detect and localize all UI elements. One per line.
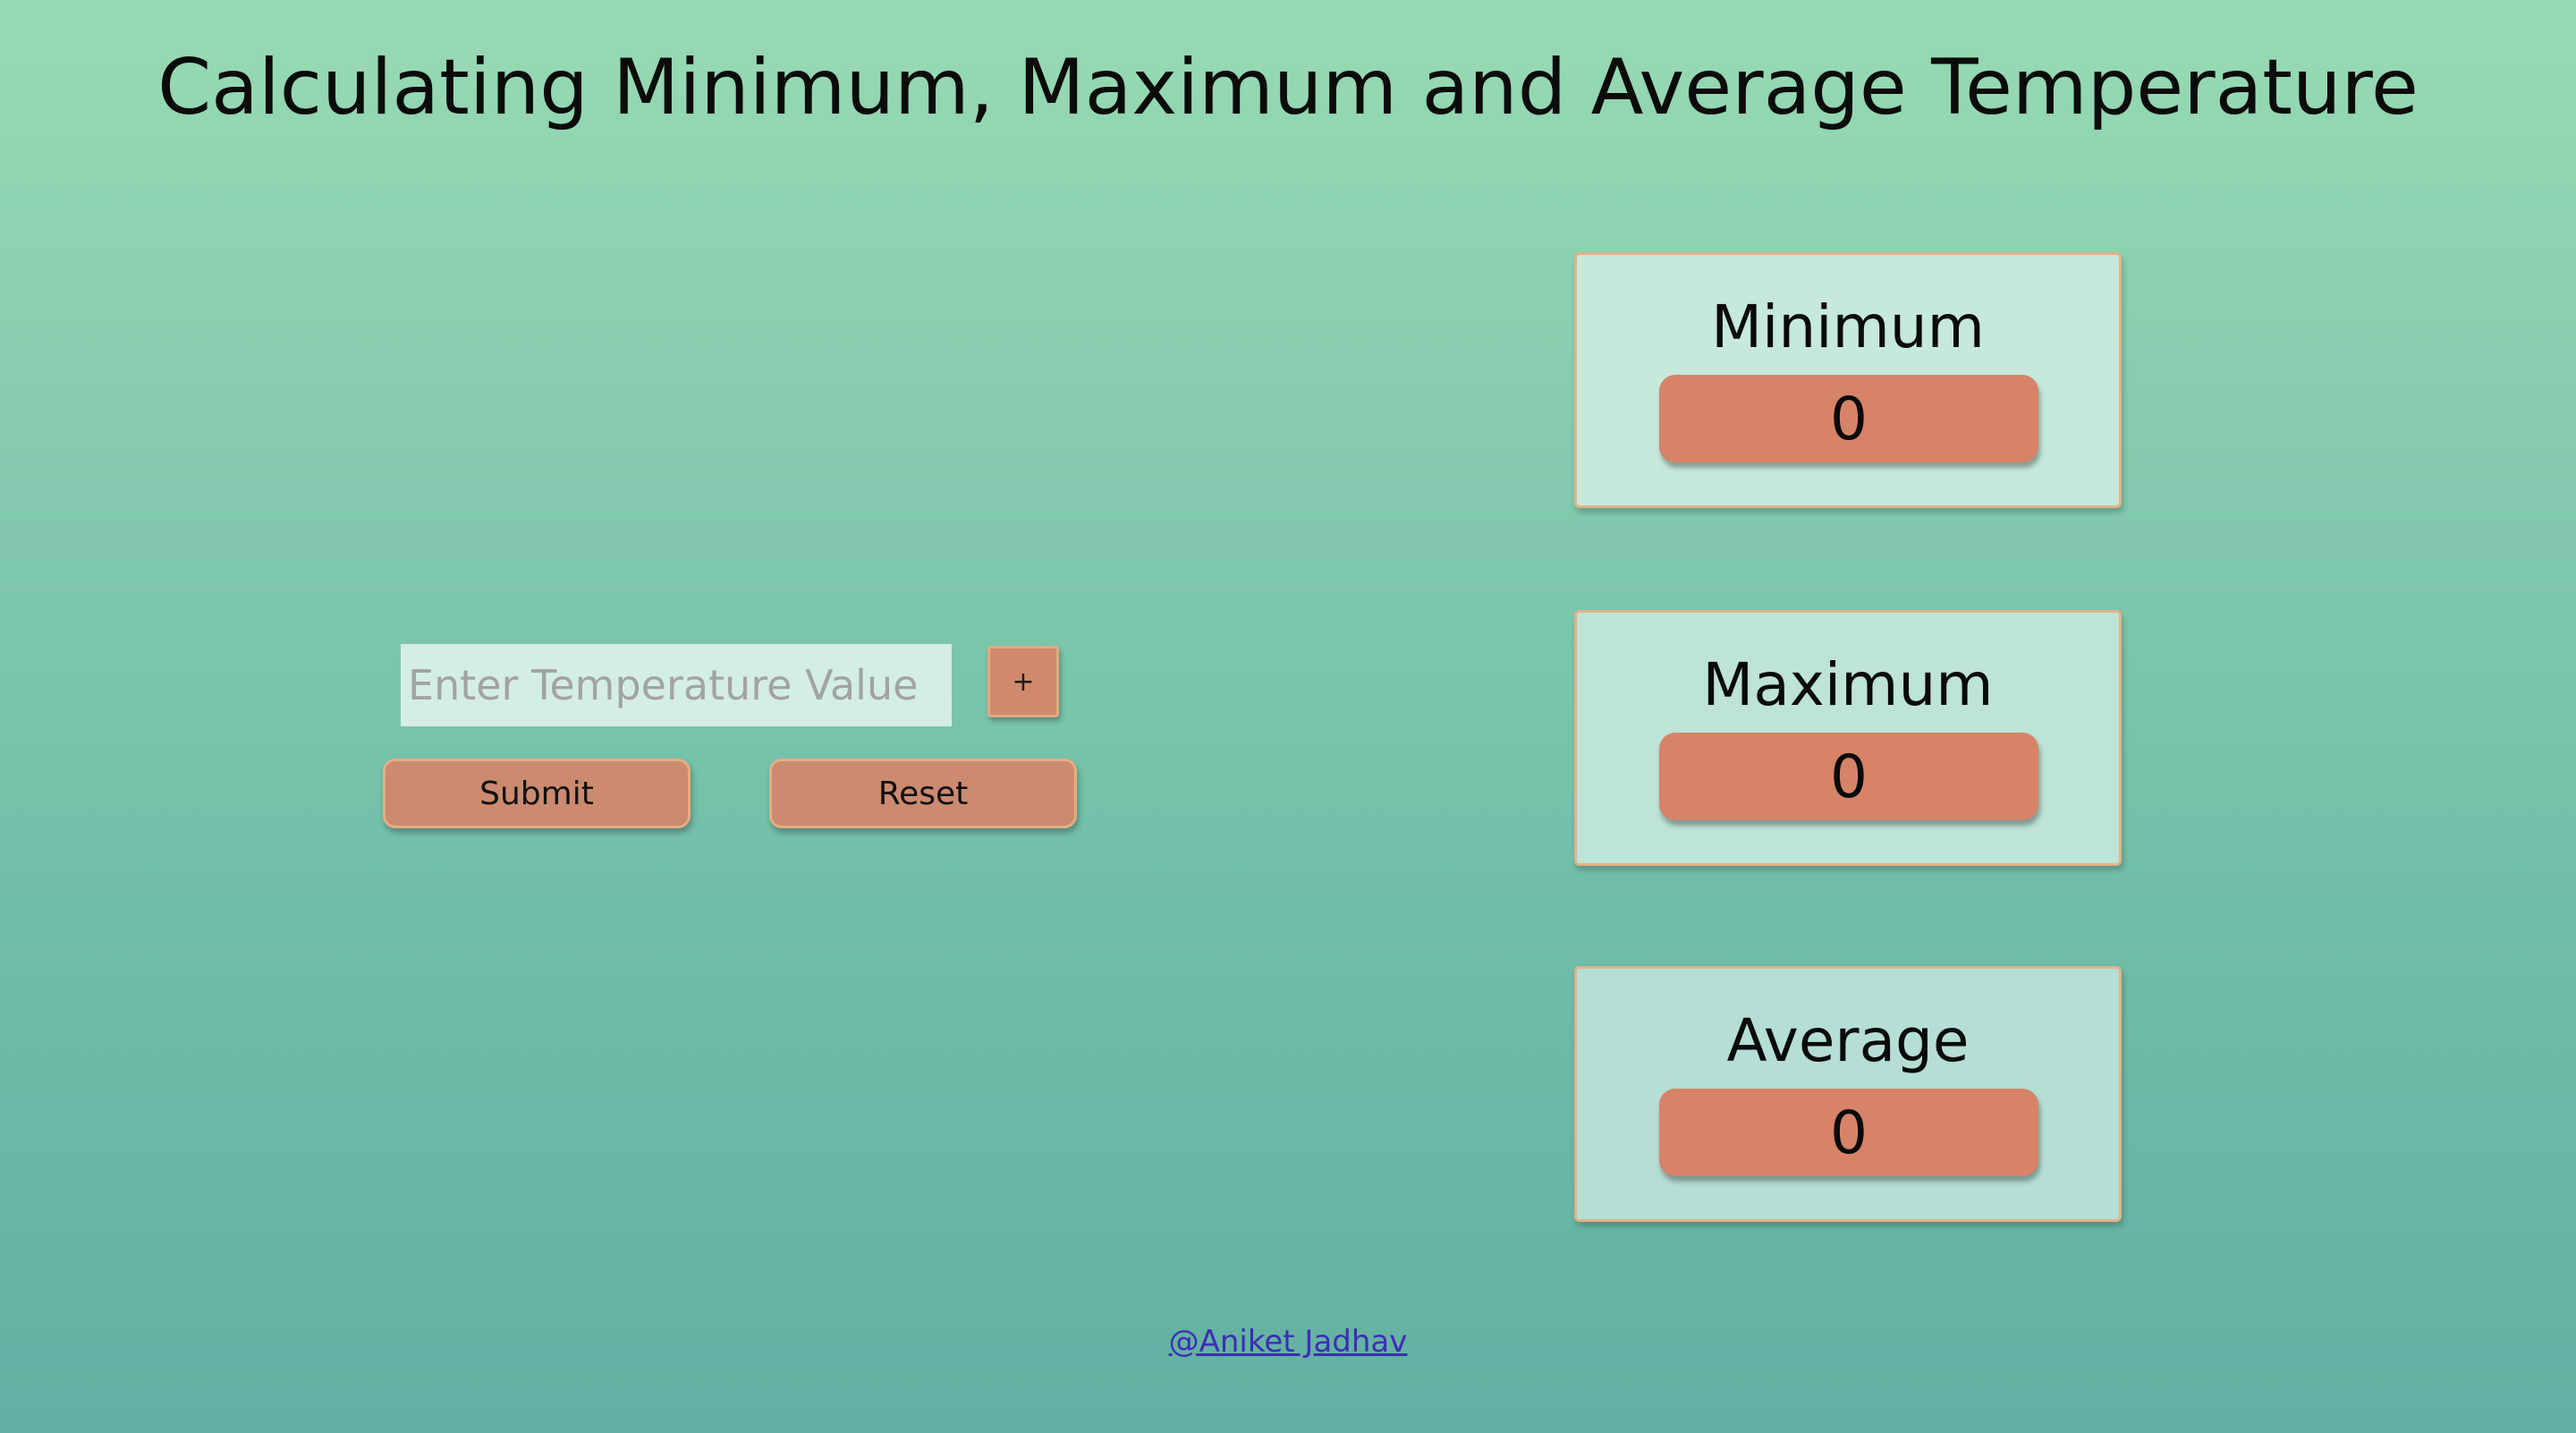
input-panel: + Submit Reset	[0, 0, 1252, 1433]
minimum-card: Minimum 0	[1574, 252, 2122, 508]
average-label: Average	[1726, 1006, 1970, 1075]
reset-button[interactable]: Reset	[769, 759, 1077, 828]
add-temperature-button[interactable]: +	[987, 646, 1059, 717]
average-card: Average 0	[1574, 966, 2122, 1222]
maximum-label: Maximum	[1702, 650, 1994, 719]
average-value: 0	[1659, 1089, 2038, 1176]
minimum-value: 0	[1659, 375, 2038, 462]
author-credit-link[interactable]: @Aniket Jadhav	[1168, 1324, 1408, 1360]
maximum-card: Maximum 0	[1574, 610, 2122, 866]
minimum-label: Minimum	[1711, 293, 1985, 361]
submit-button[interactable]: Submit	[383, 759, 691, 828]
maximum-value: 0	[1659, 733, 2038, 820]
temperature-input[interactable]	[401, 644, 952, 726]
footer: @Aniket Jadhav	[0, 1324, 2576, 1360]
page-title: Calculating Minimum, Maximum and Average…	[157, 43, 2419, 132]
